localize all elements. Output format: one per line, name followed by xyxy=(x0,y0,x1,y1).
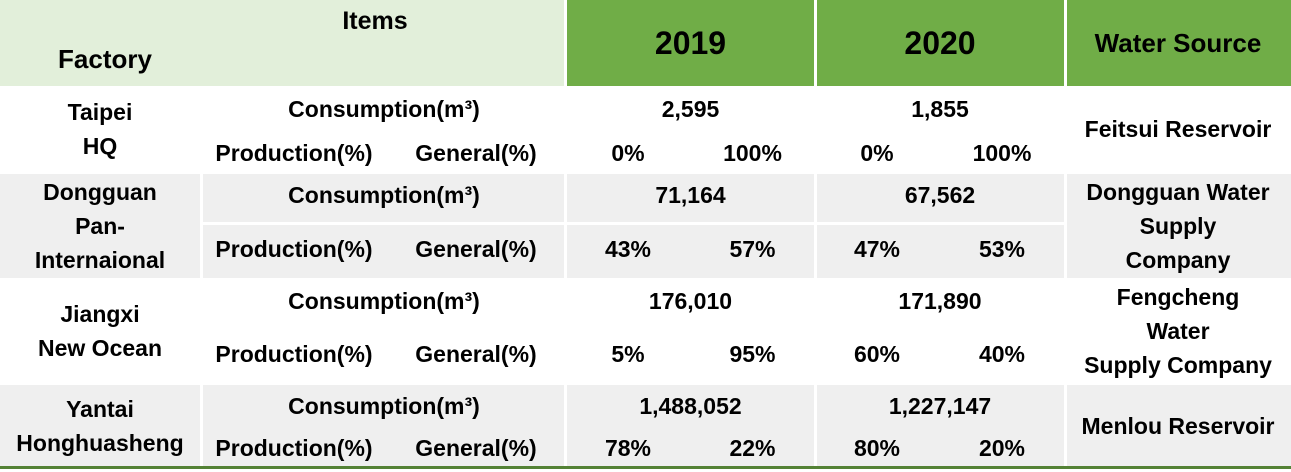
row-divider xyxy=(200,128,1065,131)
header-items-label: Items xyxy=(342,7,408,35)
row-divider xyxy=(0,278,1291,281)
general-2020: 53% xyxy=(978,236,1026,262)
water-source-line: Fengcheng xyxy=(1116,284,1240,310)
general-label: General(%) xyxy=(415,341,537,367)
consumption-2019: 71,164 xyxy=(655,182,726,208)
consumption-2019: 2,595 xyxy=(661,96,720,122)
production-2020: 60% xyxy=(853,341,901,367)
production-2019: 5% xyxy=(611,341,645,367)
factory-cell: Jiangxi New Ocean xyxy=(0,279,200,383)
row-divider xyxy=(200,222,1065,225)
row-bg-2 xyxy=(0,172,1291,279)
production-label: Production(%) xyxy=(215,236,373,262)
general-2019: 57% xyxy=(729,236,776,262)
consumption-2020: 67,562 xyxy=(904,182,976,208)
consumption-2020: 1,855 xyxy=(911,96,969,122)
column-divider xyxy=(814,0,817,467)
table-bottom-border xyxy=(0,466,1291,469)
row-divider xyxy=(200,322,1065,325)
factory-name-line: Jiangxi xyxy=(60,301,140,327)
factory-name-line: Internaional xyxy=(34,246,166,273)
header-water-source: Water Source xyxy=(1065,0,1291,86)
header-year-2019: 2019 xyxy=(566,0,815,86)
water-source-line: Water xyxy=(1146,318,1210,344)
factory-name-line: Honghuasheng xyxy=(16,430,184,456)
column-divider xyxy=(689,130,692,172)
factory-cell: Taipei HQ xyxy=(0,92,200,166)
consumption-2020: 171,890 xyxy=(898,288,982,314)
production-2019: 43% xyxy=(604,236,652,262)
factory-name-line: Dongguan xyxy=(43,178,157,205)
general-label: General(%) xyxy=(415,435,537,461)
general-2019: 100% xyxy=(723,140,782,166)
consumption-2019: 176,010 xyxy=(648,288,733,314)
factory-cell: Yantai Honghuasheng xyxy=(0,386,200,466)
row-bg-3 xyxy=(0,279,1291,383)
water-source-cell: Fengcheng Water Supply Company xyxy=(1065,279,1291,383)
factory-name-line: Taipei xyxy=(67,99,133,125)
water-source-line: Feitsui Reservoir xyxy=(1084,116,1272,142)
general-2020: 20% xyxy=(978,435,1026,461)
column-divider xyxy=(938,130,941,172)
water-source-line: Dongguan Water xyxy=(1086,178,1270,205)
row-divider xyxy=(0,171,1291,174)
consumption-label: Consumption(m³) xyxy=(288,96,480,122)
water-source-line: Supply Company xyxy=(1084,352,1272,378)
general-2019: 95% xyxy=(729,341,776,367)
production-2020: 0% xyxy=(860,140,894,166)
general-2020: 40% xyxy=(978,341,1026,367)
production-2020: 47% xyxy=(853,236,901,262)
water-source-line: Menlou Reservoir xyxy=(1081,413,1275,439)
factory-name-line: Pan- xyxy=(75,212,125,239)
water-source-cell: Menlou Reservoir xyxy=(1065,386,1291,466)
general-label: General(%) xyxy=(415,236,537,262)
water-source-cell: Feitsui Reservoir xyxy=(1065,86,1291,172)
row-bg-4 xyxy=(0,383,1291,467)
general-2020: 100% xyxy=(972,140,1032,166)
water-source-cell: Dongguan Water Supply Company xyxy=(1065,172,1291,279)
header-corner-cell xyxy=(0,0,566,86)
production-2019: 0% xyxy=(611,140,645,166)
column-divider xyxy=(1064,0,1067,467)
factory-name-line: New Ocean xyxy=(38,335,162,361)
column-divider xyxy=(200,86,203,467)
production-2019: 78% xyxy=(604,435,652,461)
row-divider xyxy=(0,382,1291,385)
consumption-label: Consumption(m³) xyxy=(288,393,480,419)
production-2020: 80% xyxy=(853,435,901,461)
factory-cell: Dongguan Pan- Internaional xyxy=(0,172,200,279)
water-source-line: Company xyxy=(1125,246,1231,273)
consumption-label: Consumption(m³) xyxy=(288,288,480,314)
consumption-2019: 1,488,052 xyxy=(639,393,742,419)
general-2019: 22% xyxy=(729,435,776,461)
production-label: Production(%) xyxy=(215,435,373,461)
header-year-2020: 2020 xyxy=(815,0,1065,86)
production-label: Production(%) xyxy=(215,341,373,367)
production-label: Production(%) xyxy=(215,140,373,166)
consumption-label: Consumption(m³) xyxy=(288,182,480,208)
general-label: General(%) xyxy=(415,140,537,166)
factory-name-line: HQ xyxy=(82,133,118,159)
header-factory-label: Factory xyxy=(58,44,152,74)
consumption-2020: 1,227,147 xyxy=(888,393,992,419)
factory-name-line: Yantai xyxy=(66,396,134,422)
column-divider xyxy=(564,0,567,467)
water-source-line: Supply xyxy=(1139,212,1217,239)
